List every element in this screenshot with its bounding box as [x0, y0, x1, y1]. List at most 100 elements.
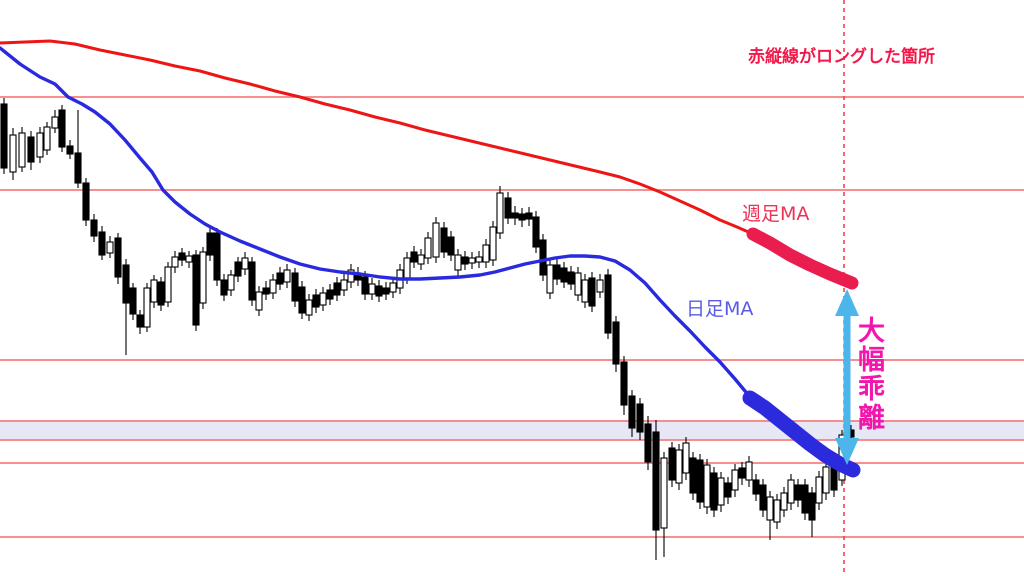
- candle-body: [660, 457, 668, 529]
- candle-body: [74, 152, 82, 184]
- candle-body: [539, 239, 547, 276]
- candle-body: [482, 244, 490, 263]
- candle-body: [66, 145, 74, 155]
- candle-body: [98, 231, 106, 256]
- candle-body: [248, 261, 256, 301]
- candle-body: [403, 257, 411, 279]
- candle-body: [206, 232, 214, 256]
- candle-body: [752, 479, 760, 495]
- candle-body: [612, 321, 620, 365]
- candle-body: [171, 256, 179, 268]
- candle-body: [518, 213, 526, 221]
- candle-body: [496, 192, 504, 234]
- candle-body: [262, 287, 270, 295]
- candle-body: [27, 136, 35, 163]
- candle-body: [36, 132, 44, 158]
- candle-body: [717, 477, 725, 506]
- candle-body: [628, 395, 636, 429]
- candle-body: [553, 264, 561, 280]
- candle-body: [808, 492, 816, 521]
- candle-body: [636, 403, 644, 433]
- candle-body: [511, 212, 519, 219]
- candle-body: [475, 256, 483, 263]
- highlight-band: [0, 421, 1024, 440]
- candle-body: [731, 469, 739, 491]
- candle-body: [51, 116, 59, 129]
- candle-body: [815, 476, 823, 504]
- candle-body: [794, 484, 802, 501]
- candle-body: [652, 431, 660, 531]
- candle-body: [255, 291, 263, 311]
- candle-body: [780, 492, 788, 511]
- divergence-arrow-head-down: [835, 438, 859, 465]
- candle-body: [326, 289, 334, 300]
- candle-body: [822, 466, 830, 494]
- candle-body: [106, 241, 114, 254]
- candle-body: [440, 227, 448, 253]
- candle-body: [389, 282, 397, 293]
- candle-body: [82, 182, 90, 221]
- candle-body: [276, 272, 284, 285]
- candle-body: [773, 499, 781, 523]
- candle-body: [668, 447, 676, 481]
- candle-body: [58, 109, 66, 148]
- weekly-ma-highlight: [746, 227, 859, 290]
- candle-body: [283, 269, 291, 283]
- candle-body: [291, 272, 299, 302]
- candle-body: [620, 361, 628, 406]
- candle-body: [410, 251, 418, 263]
- candle-body: [447, 236, 455, 256]
- candle-body: [710, 472, 718, 511]
- candle-body: [588, 277, 596, 307]
- candle-body: [644, 423, 652, 463]
- candle-body: [532, 216, 540, 248]
- candle-body: [129, 287, 137, 315]
- candle-body: [689, 457, 697, 494]
- divergence-arrow-head-up: [835, 289, 859, 316]
- candle-body: [347, 269, 355, 283]
- candle-body: [504, 197, 512, 219]
- candle-body: [368, 283, 376, 295]
- candle-body: [461, 256, 469, 265]
- candle-body: [305, 299, 313, 316]
- candle-body: [375, 285, 383, 297]
- candle-body: [432, 222, 440, 258]
- candle-body: [199, 251, 207, 304]
- candle-body: [581, 279, 589, 303]
- candle-body: [759, 484, 767, 511]
- candle-body: [417, 254, 425, 265]
- candle-body: [682, 442, 690, 474]
- candle-body: [604, 274, 612, 334]
- candle-body: [567, 271, 575, 285]
- daily-ma-line: [0, 46, 752, 399]
- candle-body: [333, 282, 341, 296]
- candle-body: [560, 267, 568, 283]
- candle-body: [454, 254, 462, 271]
- candle-body: [596, 279, 604, 293]
- candle-body: [724, 482, 732, 498]
- candle-body: [143, 287, 151, 328]
- candle-body: [382, 287, 390, 295]
- candle-body: [766, 496, 774, 521]
- daily-ma-highlight: [742, 390, 861, 478]
- candle-body: [489, 226, 497, 261]
- candle-body: [319, 292, 327, 306]
- candle-body: [745, 461, 753, 481]
- candle-body: [298, 286, 306, 314]
- candle-body: [157, 281, 165, 306]
- candle-body: [830, 466, 838, 491]
- candle-body: [574, 272, 582, 296]
- candle-body: [150, 279, 158, 303]
- candle-body: [43, 126, 51, 151]
- candle-body: [122, 264, 130, 304]
- weekly-ma-line: [0, 39, 755, 236]
- candle-body: [213, 232, 221, 281]
- candle-body: [468, 257, 476, 264]
- candle-body: [220, 279, 228, 296]
- candle-body: [178, 252, 186, 261]
- candle-body: [525, 212, 533, 220]
- candle-body: [269, 279, 277, 294]
- candle-body: [703, 464, 711, 508]
